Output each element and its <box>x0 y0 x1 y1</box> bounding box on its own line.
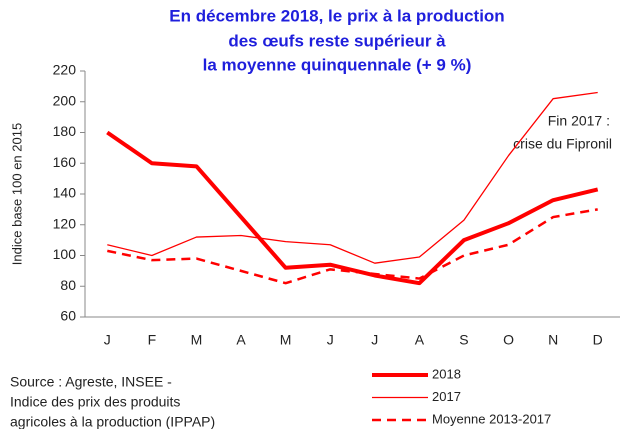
source: agricoles à la production (IPPAP) <box>10 414 215 429</box>
x-tick-label: S <box>459 332 468 348</box>
x-tick-label: F <box>148 332 157 348</box>
y-tick-label: 60 <box>60 308 76 324</box>
series-line <box>106 130 599 286</box>
x-tick-label: J <box>371 332 378 348</box>
chart-title: la moyenne quinquennale (+ 9 %) <box>203 55 472 74</box>
x-tick-label: A <box>236 332 246 348</box>
x-tick-label: O <box>503 332 514 348</box>
x-tick-label: N <box>548 332 558 348</box>
source: Indice des prix des produits <box>10 394 180 410</box>
annotation: crise du Fipronil <box>513 136 612 152</box>
legend-label: 2018 <box>432 366 461 381</box>
y-axis-label: Indice base 100 en 2015 <box>9 123 24 265</box>
series-line <box>107 208 598 285</box>
y-tick-label: 140 <box>53 185 77 201</box>
x-tick-label: A <box>415 332 425 348</box>
source: Source : Agreste, INSEE - <box>10 374 172 390</box>
y-tick-label: 160 <box>53 154 77 170</box>
legend-label: 2017 <box>432 389 461 404</box>
x-tick-label: M <box>280 332 292 348</box>
legend-label: Moyenne 2013-2017 <box>432 411 551 426</box>
y-tick-label: 80 <box>60 277 76 293</box>
x-tick-label: J <box>327 332 334 348</box>
y-tick-label: 200 <box>53 92 77 108</box>
y-tick-label: 180 <box>53 123 77 139</box>
x-tick-label: J <box>104 332 111 348</box>
annotation: Fin 2017 : <box>548 113 610 129</box>
x-tick-label: M <box>191 332 203 348</box>
chart-title: des œufs reste supérieur à <box>228 31 446 50</box>
series-line <box>107 91 598 264</box>
y-tick-label: 100 <box>53 246 77 262</box>
chart-title: En décembre 2018, le prix à la productio… <box>169 6 504 25</box>
x-tick-label: D <box>593 332 603 348</box>
y-tick-label: 220 <box>53 62 77 78</box>
y-tick-label: 120 <box>53 215 77 231</box>
